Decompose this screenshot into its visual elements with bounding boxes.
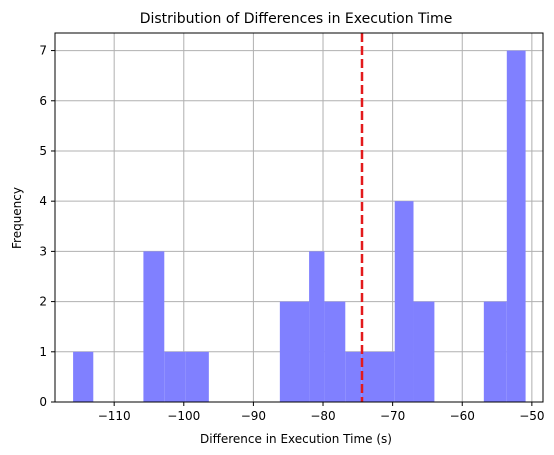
y-tick-label: 2 [39, 295, 47, 309]
y-axis-ticks: 0 1 2 3 4 5 6 7 [39, 44, 55, 409]
y-axis-title: Frequency [10, 187, 24, 249]
y-tick-label: 0 [39, 395, 47, 409]
grid [55, 33, 543, 403]
x-tick-label: −100 [167, 409, 200, 423]
histogram-bar [394, 201, 414, 402]
x-tick-label: −90 [241, 409, 266, 423]
histogram-bar [345, 351, 362, 402]
y-tick-label: 4 [39, 194, 47, 208]
histogram-bar [164, 351, 186, 402]
histogram-bar [185, 351, 209, 402]
y-tick-label: 6 [39, 94, 47, 108]
y-tick-label: 3 [39, 244, 47, 258]
bars [73, 50, 526, 402]
x-tick-label: −50 [519, 409, 544, 423]
x-tick-label: −70 [380, 409, 405, 423]
histogram-bar [361, 351, 395, 402]
chart-title: Distribution of Differences in Execution… [140, 11, 453, 27]
x-tick-label: −60 [450, 409, 475, 423]
x-tick-label: −110 [98, 409, 131, 423]
y-tick-label: 7 [39, 44, 47, 58]
x-axis-title: Difference in Execution Time (s) [200, 432, 392, 446]
histogram-bar [324, 301, 346, 402]
histogram-bar [143, 251, 165, 402]
y-tick-label: 5 [39, 144, 47, 158]
histogram-bar [413, 301, 435, 402]
histogram-bar [506, 50, 526, 402]
plot-frame [54, 32, 544, 403]
histogram-bar [73, 351, 94, 402]
x-axis-ticks: −110 −100 −90 −80 −70 −60 −50 [98, 402, 545, 423]
y-tick-label: 1 [39, 345, 47, 359]
x-tick-label: −80 [310, 409, 335, 423]
histogram-bar [483, 301, 507, 402]
histogram-bar [279, 301, 310, 402]
histogram-bar [309, 251, 325, 402]
